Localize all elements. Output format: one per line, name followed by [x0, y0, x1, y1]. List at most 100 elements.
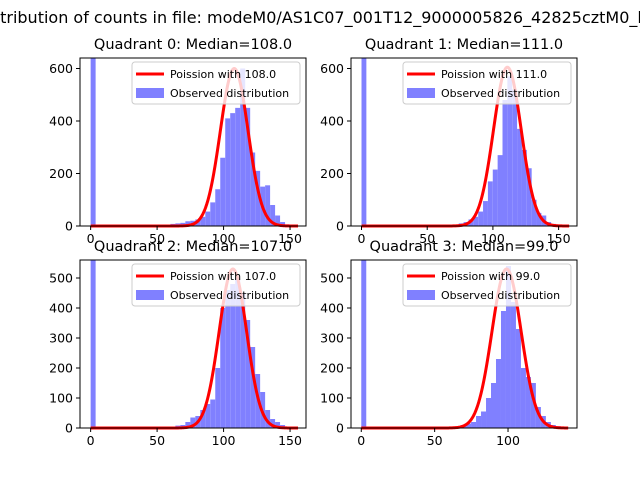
quadrant-2-y-tick-label: 500: [49, 271, 73, 286]
quadrant-2-hist-bar: [270, 419, 276, 428]
quadrant-3-hist-bar: [486, 398, 492, 428]
quadrant-2-y-tick-label: 100: [49, 391, 73, 406]
quadrant-3-hist-bar: [515, 329, 521, 428]
quadrant-2-x-tick-label: 0: [87, 433, 95, 448]
quadrant-0-hist-bar: [280, 222, 286, 226]
quadrant-1-legend-hist-swatch: [407, 88, 435, 98]
quadrant-0-hist-bar: [200, 216, 206, 226]
quadrant-0-x-tick-label: 0: [87, 231, 95, 246]
quadrant-2-hist-bar: [245, 320, 251, 428]
quadrant-0-x-tick-label: 50: [149, 231, 165, 246]
quadrant-3-hist-bar: [500, 311, 506, 428]
quadrant-3-y-tick-label: 0: [336, 421, 344, 436]
quadrant-0-y-tick-label: 0: [65, 219, 73, 234]
quadrant-0-hist-bar: [230, 113, 236, 226]
quadrant-3-hist-bar: [476, 416, 482, 428]
quadrant-1-hist-bar: [492, 169, 498, 226]
quadrant-1-x-tick-label: 50: [419, 231, 435, 246]
quadrant-0-hist-bar: [235, 107, 241, 226]
quadrant-3-hist-bar: [495, 359, 501, 428]
quadrant-1-hist-bar: [473, 216, 479, 226]
quadrant-3-x-tick-label: 0: [357, 433, 365, 448]
quadrant-3-hist-bar: [491, 383, 496, 428]
quadrant-2-legend: Poission with 107.0 Observed distributio…: [131, 263, 301, 307]
quadrant-0-frame: [79, 57, 307, 227]
quadrant-1-hist-bar: [512, 89, 518, 226]
quadrant-1-hist-bar: [531, 199, 537, 226]
quadrant-2-hist-bar: [275, 422, 281, 428]
quadrant-3-legend: Poission with 99.0 Observed distribution: [402, 263, 572, 307]
quadrant-1-hist-bar: [507, 76, 513, 226]
quadrant-1-y-tick-label: 200: [320, 166, 344, 181]
quadrant-3-title: Quadrant 3: Median=99.0: [370, 239, 559, 255]
quadrant-2-legend-poisson-label: Poission with 107.0: [170, 270, 276, 283]
quadrant-2-marks: [89, 260, 299, 430]
quadrant-2-legend-observed-label: Observed distribution: [170, 289, 289, 302]
quadrant-3-marks: [360, 260, 569, 430]
quadrant-2-y-tick-label: 200: [49, 361, 73, 376]
quadrant-2-hist-bar: [210, 399, 216, 428]
quadrant-2-y-tick-label: 300: [49, 331, 73, 346]
quadrant-0-legend: Poission with 108.0 Observed distributio…: [131, 61, 301, 105]
quadrant-1-panel: Quadrant 1: Median=111.0 0 50 100 150 0 200 40…: [320, 37, 578, 246]
quadrant-1-y-tick-label: 600: [320, 61, 344, 76]
quadrant-0-y-tick-label: 200: [49, 166, 73, 181]
quadrant-1-x-tick-label: 150: [547, 231, 571, 246]
quadrant-2-x-tick-label: 100: [212, 433, 236, 448]
quadrant-3-legend-observed-label: Observed distribution: [441, 289, 560, 302]
quadrant-1-hist-bar: [487, 181, 493, 226]
quadrant-0-legend-hist-swatch: [136, 88, 164, 98]
quadrant-0-hist-bar: [185, 221, 191, 226]
quadrant-1-y-tick-label: 0: [336, 219, 344, 234]
quadrant-2-panel: 0 50 100 150 0 100 200 300 400 500 Poission with …: [49, 259, 307, 448]
quadrant-0-x-tick-label: 150: [278, 231, 302, 246]
quadrant-0-hist-bar: [250, 152, 256, 226]
quadrant-0-hist-bar: [270, 205, 276, 226]
quadrant-3-hist-bar: [505, 266, 511, 428]
quadrant-3-y-tick-label: 500: [320, 271, 344, 286]
quadrant-3-hist-bar: [525, 377, 531, 428]
quadrant-2-hist-bar: [200, 410, 206, 428]
quadrant-0-panel: Quadrant 0: Median=108.0 0 50 100 150 0 200 40…: [49, 37, 307, 246]
quadrant-2-hist-bar: [230, 284, 236, 428]
quadrant-1-hist-bar: [502, 100, 508, 226]
quadrant-2-hist-bar: [240, 293, 246, 428]
quadrant-1-x-tick-label: 0: [358, 231, 366, 246]
quadrant-2-hist-bar: [220, 308, 226, 428]
quadrant-2-hist-bar: [250, 347, 256, 428]
quadrant-3-hist-bar: [481, 411, 487, 428]
quadrant-3-x-tick-label: 50: [427, 433, 443, 448]
quadrant-1-hist-bar: [478, 211, 484, 226]
quadrant-1-legend: Poission with 111.0 Observed distributio…: [402, 61, 572, 105]
quadrant-2-legend-hist-swatch: [136, 290, 164, 300]
quadrant-0-hist-bar: [240, 68, 246, 226]
quadrant-3-hist-bar: [520, 368, 526, 428]
quadrant-3-legend-hist-swatch: [407, 290, 435, 300]
quadrant-1-legend-poisson-label: Poission with 111.0: [441, 68, 547, 81]
quadrant-1-hist-bar: [526, 168, 532, 226]
quadrant-1-hist-bar: [517, 128, 522, 226]
quadrant-1-legend-observed-label: Observed distribution: [441, 87, 560, 100]
quadrant-0-y-tick-label: 400: [49, 114, 73, 129]
quadrant-3-frame: [350, 259, 578, 429]
quadrant-0-hist-bar: [245, 107, 251, 226]
quadrant-0-hist-bar: [225, 118, 231, 226]
quadrant-3-legend-box: [402, 263, 572, 307]
quadrant-2-x-tick-label: 150: [278, 433, 302, 448]
quadrant-2-x-tick-label: 50: [149, 433, 165, 448]
quadrant-1-y-tick-label: 400: [320, 114, 344, 129]
quadrant-3-hist-bar: [535, 407, 541, 428]
quadrant-0-hist-bar: [275, 215, 281, 226]
quadrant-2-frame: [79, 259, 307, 429]
quadrant-2-legend-box: [131, 263, 301, 307]
quadrant-2-hist-bar: [190, 417, 196, 428]
quadrant-2-hist-bar: [215, 368, 221, 428]
quadrant-0-hist-bar: [220, 157, 226, 226]
quadrant-2-y-tick-label: 0: [65, 421, 73, 436]
quadrant-1-hist-bar: [521, 149, 527, 226]
quadrant-0-hist-bar: [255, 170, 261, 226]
quadrant-2-hist-bar: [235, 278, 241, 428]
quadrant-0-hist-bar: [205, 211, 211, 226]
quadrant-3-x-tick-label: 100: [496, 433, 520, 448]
